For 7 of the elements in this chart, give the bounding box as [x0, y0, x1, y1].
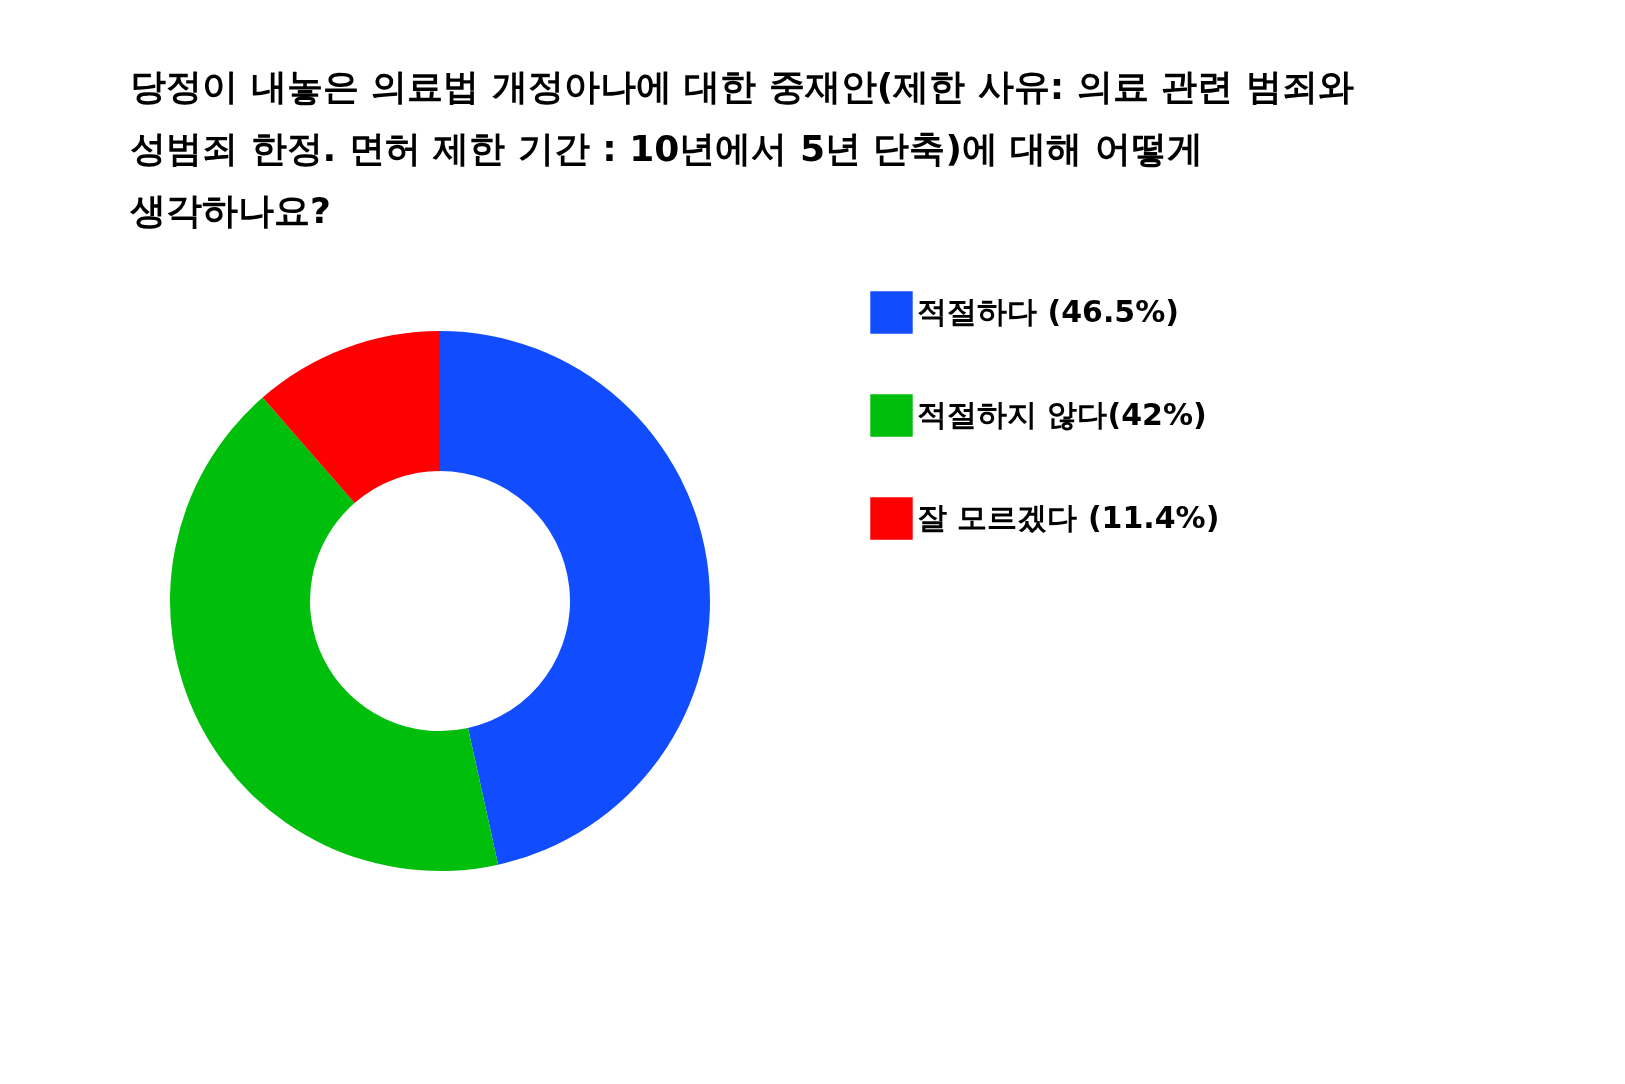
donut-slice [170, 397, 499, 871]
legend-label: 잘 모르겠다 (11.4%) [917, 499, 1220, 535]
legend-label: 적절하다 (46.5%) [917, 293, 1179, 329]
donut-slice [262, 331, 440, 504]
chart-title: 당정이 내놓은 의료법 개정아나에 대한 중재안(제한 사유: 의료 관련 범죄와 성범죄 한정. 면허 제한 기간 : 10년에서 5년 단축)에 대해 어떻게 생각하나요? [129, 66, 1354, 231]
legend-label: 적절하지 않다(42%) [917, 396, 1207, 432]
donut-slice [440, 331, 710, 865]
